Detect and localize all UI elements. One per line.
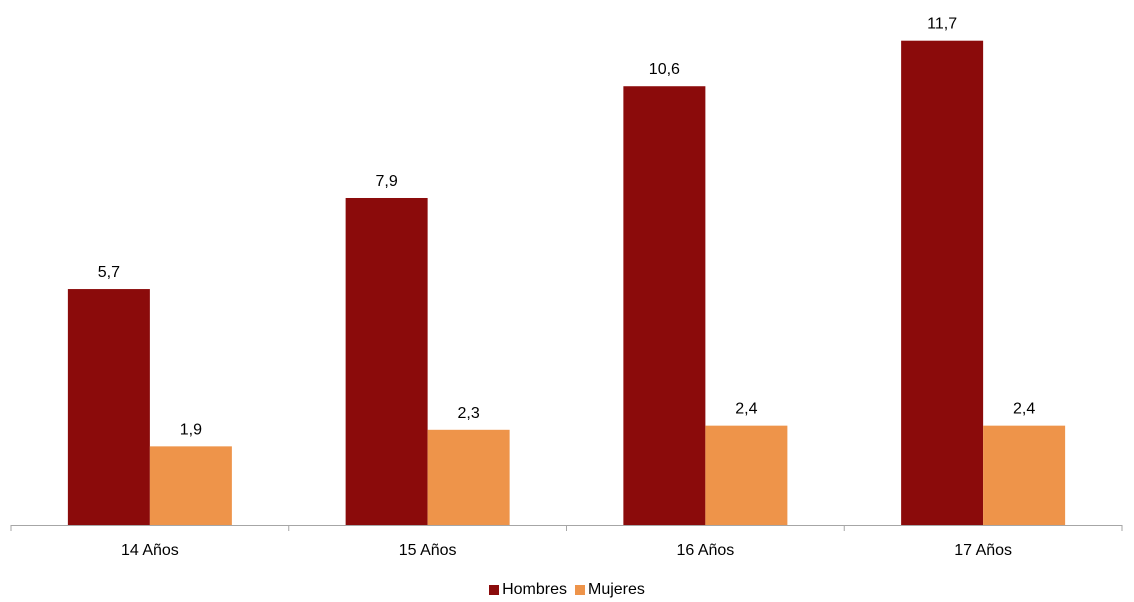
- category-label-0: 14 Años: [121, 542, 179, 559]
- legend: Hombres Mujeres: [0, 578, 1134, 602]
- legend-swatch-hombres: [489, 585, 500, 595]
- data-label-mujeres-0: 1,9: [180, 421, 202, 438]
- bar-mujeres-1: [427, 429, 510, 525]
- bar-mujeres-3: [983, 425, 1066, 525]
- category-label-2: 16 Años: [676, 542, 734, 559]
- legend-label-hombres: Hombres: [502, 581, 567, 598]
- data-label-mujeres-1: 2,3: [458, 405, 480, 422]
- bar-hombres-3: [901, 40, 984, 526]
- data-label-hombres-2: 10,6: [649, 61, 680, 78]
- category-label-3: 17 Años: [954, 542, 1012, 559]
- category-label-1: 15 Años: [399, 542, 457, 559]
- bars-group: [67, 40, 1066, 526]
- data-label-mujeres-3: 2,4: [1013, 401, 1035, 418]
- data-label-hombres-3: 11,7: [927, 16, 957, 33]
- category-labels-group: 14 Años 15 Años 16 Años 17 Años: [121, 542, 1012, 559]
- data-label-hombres-0: 5,7: [98, 264, 120, 281]
- legend-swatch-mujeres: [575, 585, 585, 595]
- legend-label-mujeres: Mujeres: [588, 581, 645, 598]
- data-label-hombres-1: 7,9: [376, 173, 398, 190]
- bar-hombres-2: [623, 86, 706, 526]
- bar-mujeres-2: [705, 425, 788, 525]
- data-label-mujeres-2: 2,4: [735, 401, 757, 418]
- bar-chart: 5,7 1,9 7,9 2,3 10,6 2,4 11,7 2,4 14 Años 15 Año…: [10, 16, 1123, 559]
- bar-hombres-1: [345, 197, 428, 525]
- x-axis-ticks: [10, 525, 1123, 531]
- bar-mujeres-0: [149, 446, 232, 525]
- bar-hombres-0: [67, 289, 150, 525]
- legend-item-hombres: Hombres: [489, 581, 567, 599]
- value-labels-group: 5,7 1,9 7,9 2,3 10,6 2,4 11,7 2,4: [98, 16, 1036, 439]
- legend-item-mujeres: Mujeres: [575, 581, 645, 599]
